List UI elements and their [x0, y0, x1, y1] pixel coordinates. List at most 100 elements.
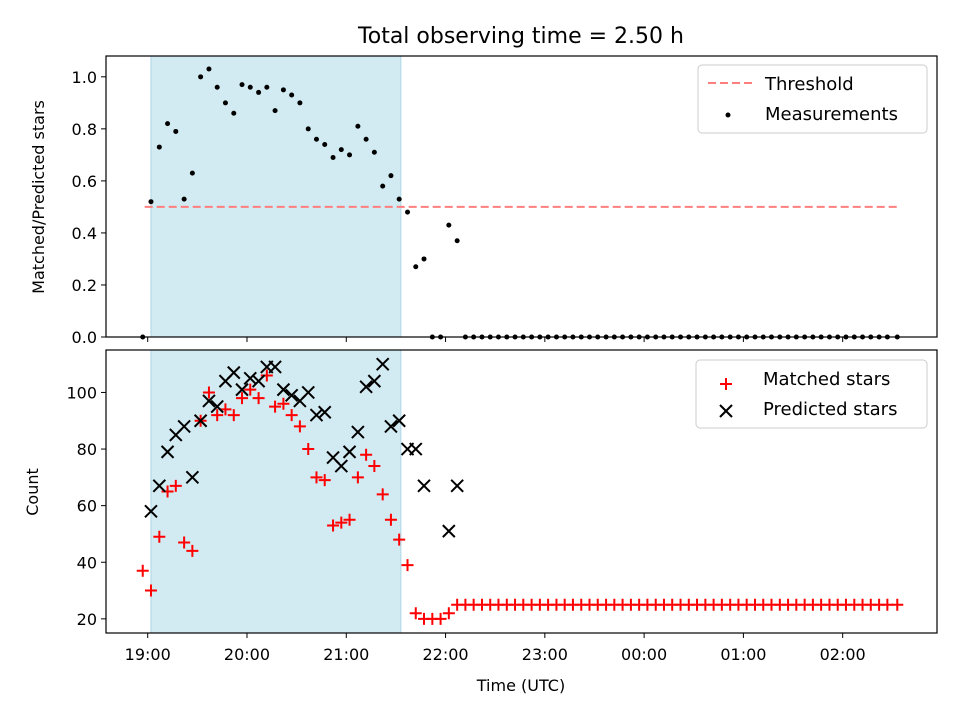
measurement-point: [371, 149, 377, 155]
measurement-point: [313, 136, 319, 142]
predicted-star-point: [202, 394, 216, 408]
measurement-point: [330, 154, 336, 160]
matched-legend-swatch: [720, 378, 732, 390]
predicted-star-point: [227, 365, 241, 380]
count-x-ticks: 19:00 20:00 21:00 22:00 23:00 00:00 01:00 02:00: [125, 633, 866, 664]
matched-star-point: [202, 386, 215, 399]
predicted-star-point: [367, 374, 382, 388]
ratio-y-tick-label: 0.8: [72, 120, 97, 139]
predicted-star-point: [251, 374, 266, 388]
matched-star-point: [211, 409, 224, 422]
matched-star-point: [269, 400, 282, 413]
matched-star-point: [360, 448, 373, 461]
measurement-point: [355, 123, 361, 129]
matched-star-point: [169, 479, 182, 492]
matched-star-point: [891, 598, 904, 611]
measurement-point: [280, 87, 286, 93]
predicted-legend-swatch: [719, 404, 733, 418]
measurement-point: [289, 92, 295, 98]
measurement-point: [454, 238, 460, 244]
count-y-tick-label: 100: [66, 383, 97, 402]
predicted-star-point: [309, 408, 324, 422]
matched-star-point: [302, 443, 315, 456]
predicted-star-point: [177, 419, 191, 434]
measurement-point: [222, 100, 228, 106]
time-x-tick-label: 20:00: [224, 645, 270, 664]
time-x-tick-label: 00:00: [621, 645, 667, 664]
count-y-tick-label: 40: [77, 553, 97, 572]
measurement-point: [206, 66, 212, 72]
predicted-star-point: [193, 414, 208, 428]
observing-window-span-top: [150, 55, 402, 338]
time-x-tick-label: 22:00: [422, 645, 468, 664]
predicted-star-point: [318, 405, 332, 419]
predicted-star-point: [392, 414, 406, 428]
predicted-star-point: [450, 479, 464, 493]
measurement-point: [214, 84, 220, 90]
matched-star-point: [376, 488, 389, 501]
matched-star-point: [442, 607, 455, 620]
observing-window-span: [150, 55, 402, 338]
matched-star-point: [293, 420, 306, 433]
measurement-point: [363, 136, 369, 142]
observing-window-span: [150, 349, 402, 634]
measurement-point: [165, 121, 171, 127]
count-y-tick-label: 20: [77, 610, 97, 629]
predicted-star-point: [276, 382, 291, 397]
measurement-point: [305, 126, 311, 132]
measurement-point: [297, 100, 303, 106]
measurement-point: [256, 89, 262, 95]
measurement-point: [380, 183, 386, 189]
measurement-point: [231, 110, 237, 116]
predicted-star-point: [284, 388, 299, 402]
count-legend: Matched stars Predicted stars: [695, 359, 928, 429]
matched-star-point: [227, 409, 240, 422]
ratio-y-tick-label: 0.0: [72, 328, 97, 347]
matched-star-point: [186, 544, 199, 557]
measurement-point: [247, 84, 253, 90]
predicted-star-point: [268, 360, 282, 374]
count-y-axis-label: Count: [23, 468, 42, 516]
ratio-y-tick-label: 0.4: [72, 224, 97, 243]
count-y-tick-label: 80: [77, 440, 97, 459]
predicted-star-point: [351, 425, 365, 439]
matched-legend-label: Matched stars: [763, 369, 890, 390]
measurement-point: [156, 144, 162, 150]
measurement-point: [264, 84, 270, 90]
matched-star-points: [136, 369, 904, 625]
matched-star-point: [384, 513, 397, 526]
predicted-star-point: [442, 524, 456, 538]
matched-star-point: [409, 607, 422, 620]
measurement-point: [405, 209, 411, 215]
measurement-point: [421, 256, 427, 262]
matched-star-point: [244, 383, 257, 396]
measurement-point: [198, 74, 204, 80]
measurement-point: [272, 108, 278, 114]
time-x-tick-label: 01:00: [720, 645, 766, 664]
measurement-point: [388, 173, 394, 179]
predicted-star-point: [210, 399, 224, 414]
measurement-point: [396, 196, 402, 202]
ratio-y-ticks: 0.0 0.2 0.4 0.6 0.8 1.0: [72, 68, 106, 347]
measurement-point: [239, 82, 245, 88]
ratio-y-tick-label: 1.0: [72, 68, 97, 87]
matched-star-point: [327, 519, 340, 532]
matched-star-point: [153, 530, 166, 543]
ratio-y-tick-label: 0.2: [72, 276, 97, 295]
matched-star-point: [393, 533, 406, 546]
matched-star-point: [161, 485, 174, 498]
matched-star-point: [351, 471, 364, 484]
measurement-point: [413, 264, 419, 270]
predicted-star-point: [152, 479, 167, 493]
predicted-star-point: [301, 385, 315, 400]
matched-star-point: [252, 392, 265, 405]
observing-window-span-bottom: [150, 349, 402, 634]
measurement-point: [173, 128, 179, 134]
ratio-x-ticks: [147, 337, 844, 342]
matched-star-point: [144, 584, 157, 597]
matched-star-point: [310, 471, 323, 484]
matched-star-point: [136, 564, 149, 577]
predicted-star-point: [359, 380, 373, 394]
predicted-legend-label: Predicted stars: [763, 399, 897, 420]
predicted-star-point: [334, 459, 349, 473]
